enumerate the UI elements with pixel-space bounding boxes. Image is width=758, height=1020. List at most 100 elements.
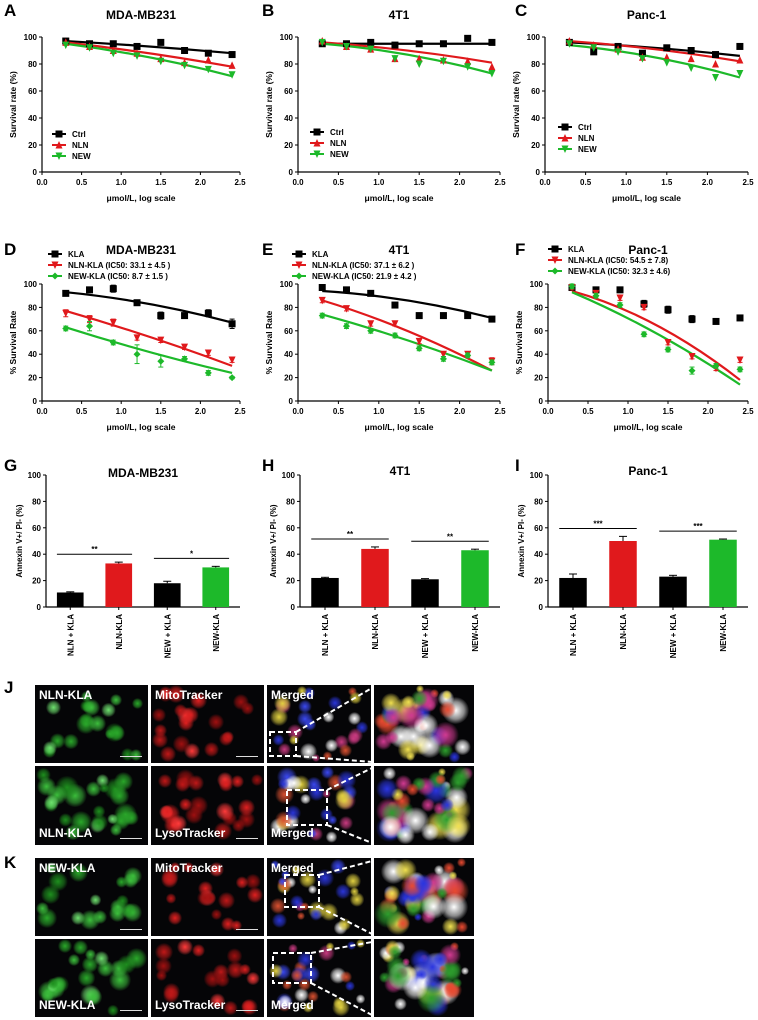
x-tick-label: 2.5 xyxy=(742,407,754,416)
cell-spot xyxy=(83,699,100,716)
cell-spot xyxy=(268,964,283,979)
y-axis-label: Survival rate (%) xyxy=(511,71,521,138)
cell-spot xyxy=(327,695,343,711)
data-point xyxy=(616,301,624,309)
bar-new-kla xyxy=(709,539,737,607)
cell-spot xyxy=(316,869,334,887)
cell-spot xyxy=(210,908,223,921)
cell-spot xyxy=(335,883,351,900)
cell-spot xyxy=(169,861,181,873)
legend-marker xyxy=(551,256,559,264)
y-tick-label: 80 xyxy=(28,60,37,69)
data-point xyxy=(415,344,423,352)
cell-spot xyxy=(420,797,435,812)
data-point xyxy=(228,374,236,382)
cell-spot xyxy=(339,815,354,830)
scale-bar xyxy=(120,1010,142,1011)
y-tick-label: 40 xyxy=(284,114,293,123)
legend-marker xyxy=(561,145,569,153)
cell-spot xyxy=(231,920,243,932)
cell-spot xyxy=(288,735,299,746)
y-tick-label: 100 xyxy=(24,280,38,289)
cell-spot xyxy=(446,814,471,839)
x-tick-label: 1.5 xyxy=(661,178,673,187)
cell-spot xyxy=(322,751,333,761)
cell-spot xyxy=(182,707,199,724)
significance-label: *** xyxy=(593,519,603,528)
series-new xyxy=(318,38,496,78)
y-tick-label: 0 xyxy=(289,168,294,177)
legend-marker xyxy=(55,152,63,160)
data-point xyxy=(157,312,165,320)
cell-spot xyxy=(401,695,416,709)
chart-e-4t1-kla: 4T1 0 20 40 60 80 100 0.0 0.5 1.0 1.5 2.0 2.5 μmol/L,… xyxy=(264,243,506,432)
chart-b-4t1-survival: 4T1 0 20 40 60 80 100 0.0 0.5 1.0 1.5 2.0 2.5 μmol/L,… xyxy=(264,8,506,203)
cell-spot xyxy=(383,885,400,902)
x-tick-label: 2.0 xyxy=(702,407,714,416)
data-point xyxy=(638,49,646,57)
y-tick-label: 40 xyxy=(531,114,540,123)
y-tick-label: 20 xyxy=(284,374,293,383)
cell-spot xyxy=(160,805,174,818)
cell-spot xyxy=(125,947,148,970)
cell-spot xyxy=(319,808,333,822)
cell-spot xyxy=(246,971,260,986)
data-point xyxy=(415,337,423,346)
y-tick-label: 60 xyxy=(531,87,540,96)
data-point xyxy=(181,355,189,363)
cell-spot xyxy=(41,885,61,905)
cell-spot xyxy=(330,859,346,875)
bar-new-kla xyxy=(202,567,230,607)
chart-title: Panc-1 xyxy=(628,243,668,257)
chart-h-4t1-annexin: 4T1 0 20 40 60 80 100 Annexin V+/ PI- (%) NLN + … xyxy=(269,464,500,658)
cell-spot xyxy=(132,697,144,709)
x-tick-label: 0.0 xyxy=(539,178,551,187)
data-point xyxy=(592,286,600,294)
data-point xyxy=(133,52,141,60)
y-tick-label: 20 xyxy=(28,374,37,383)
y-tick-label: 40 xyxy=(32,550,41,559)
bar-new-kla xyxy=(659,576,687,607)
data-point xyxy=(342,305,350,313)
data-point xyxy=(688,367,696,375)
data-point xyxy=(157,38,165,46)
data-point xyxy=(664,306,672,314)
y-tick-label: 100 xyxy=(280,33,294,42)
cell-spot xyxy=(110,824,123,837)
cell-spot xyxy=(413,873,434,894)
panel-label-f: F xyxy=(515,240,526,259)
scale-bar xyxy=(236,838,258,839)
y-tick-label: 100 xyxy=(530,471,544,480)
y-tick-label: 60 xyxy=(28,327,37,336)
cell-spot xyxy=(124,810,139,825)
data-point xyxy=(640,330,648,338)
x-tick-label: NLN-KLA xyxy=(371,614,380,650)
x-axis-label: μmol/L, log scale xyxy=(365,422,434,432)
micro-label: MitoTracker xyxy=(155,861,223,875)
cell-spot xyxy=(108,725,125,742)
y-tick-label: 100 xyxy=(530,280,544,289)
data-point xyxy=(568,282,576,290)
x-tick-label: 1.0 xyxy=(116,407,128,416)
y-tick-label: 20 xyxy=(284,141,293,150)
y-axis-label: Survival rate (%) xyxy=(264,71,274,138)
cell-spot xyxy=(448,751,460,763)
cell-spot xyxy=(327,815,338,825)
x-tick-label: 0.5 xyxy=(333,407,345,416)
data-point xyxy=(488,62,496,71)
x-tick-label: 1.5 xyxy=(662,407,674,416)
x-tick-label: 2.5 xyxy=(494,178,506,187)
cell-spot xyxy=(378,971,391,984)
data-point xyxy=(712,60,720,68)
data-point xyxy=(640,300,648,308)
y-tick-label: 40 xyxy=(534,350,543,359)
cell-spot xyxy=(302,1002,314,1013)
cell-spot xyxy=(326,831,338,843)
x-axis-label: μmol/L, log scale xyxy=(612,193,681,203)
fit-curve-kla xyxy=(322,289,493,319)
data-point xyxy=(590,48,598,56)
scale-bar xyxy=(236,1010,258,1011)
series-new xyxy=(62,41,236,79)
y-tick-label: 100 xyxy=(280,280,294,289)
cell-spot xyxy=(226,948,243,964)
